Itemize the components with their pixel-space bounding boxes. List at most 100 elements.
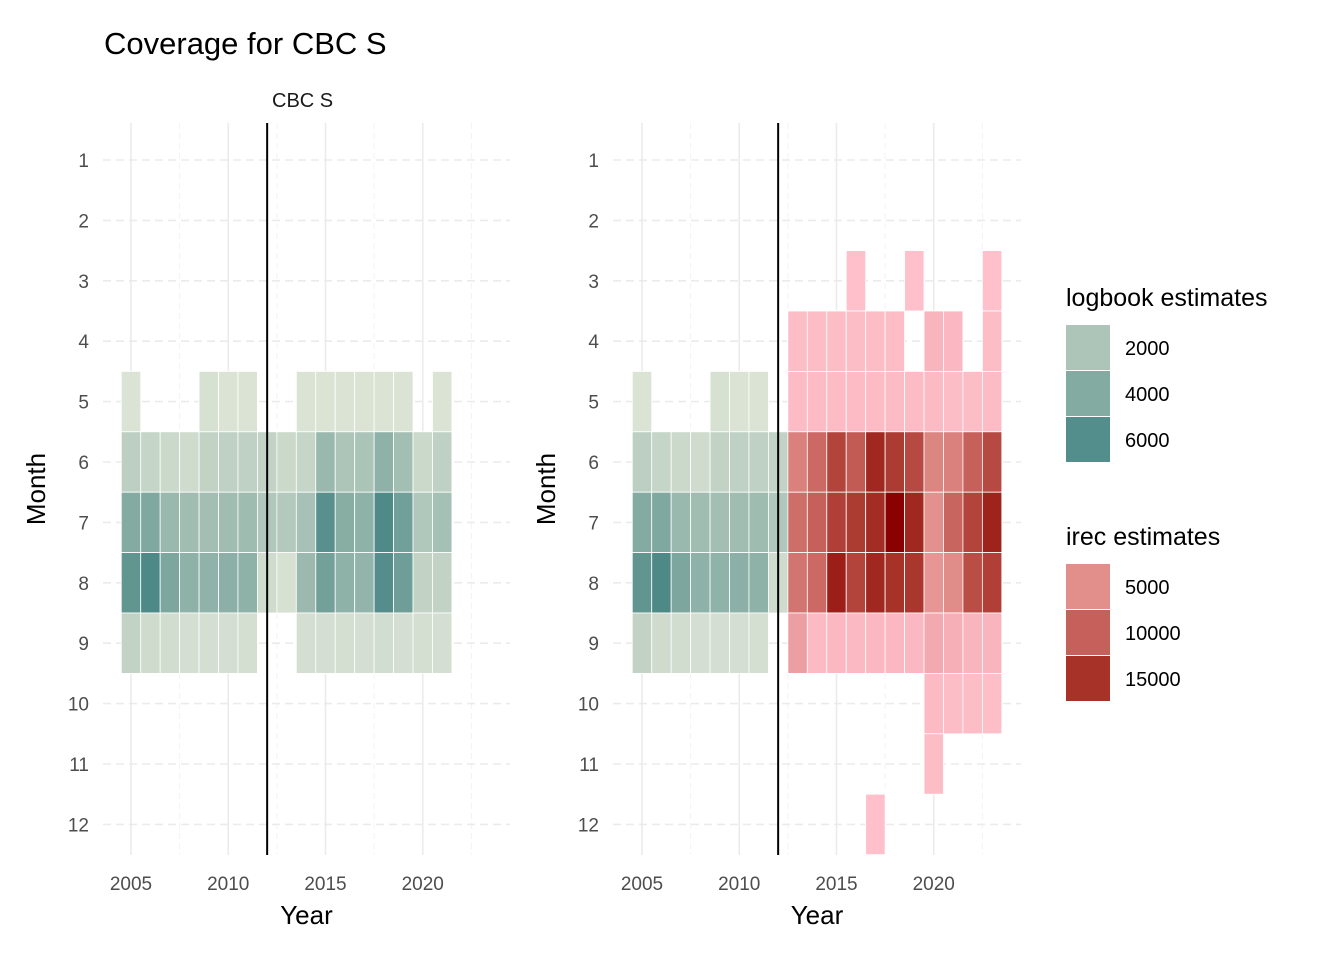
logbook-tile	[295, 612, 317, 674]
y-tick-label: 2	[78, 211, 89, 232]
irec-tile	[981, 491, 1003, 554]
irec-tile	[981, 431, 1003, 493]
logbook-tile	[631, 552, 653, 614]
irec-tile	[845, 552, 867, 614]
logbook-tile	[748, 552, 769, 614]
irec-tile	[981, 673, 1003, 735]
logbook-tile	[334, 612, 356, 674]
irec-tile	[981, 612, 1003, 674]
logbook-tile	[120, 491, 142, 554]
y-tick-label: 11	[69, 755, 89, 776]
logbook-tile	[670, 552, 692, 614]
y-tick-label: 2	[588, 211, 599, 232]
logbook-tile	[412, 552, 433, 614]
irec-tile	[923, 491, 944, 554]
irec-tile	[923, 370, 944, 433]
irec-tile	[943, 431, 964, 493]
irec-tile	[845, 370, 867, 433]
logbook-tile	[315, 370, 336, 433]
logbook-tile	[651, 612, 672, 674]
logbook-tile	[295, 370, 317, 433]
irec-tile	[904, 552, 925, 614]
irec-tile	[845, 612, 867, 674]
logbook-tile	[276, 431, 297, 493]
irec-tile	[962, 552, 983, 614]
x-tick-label: 2020	[913, 874, 955, 895]
irec-tile	[923, 431, 944, 493]
irec-tile	[826, 310, 847, 372]
y-tick-label: 10	[68, 695, 89, 716]
irec-tile	[904, 250, 925, 312]
irec-tile	[826, 491, 847, 554]
logbook-tile	[218, 431, 239, 493]
irec-legend-label: 5000	[1125, 577, 1170, 599]
y-tick-label: 1	[78, 151, 89, 172]
logbook-tile	[354, 370, 375, 433]
logbook-tile	[315, 431, 336, 493]
irec-tile	[884, 431, 905, 493]
logbook-tile	[276, 491, 297, 554]
irec-tile	[865, 793, 886, 856]
irec-tile	[845, 310, 867, 372]
irec-tile	[865, 552, 886, 614]
logbook-tile	[729, 431, 750, 493]
y-tick-label: 6	[588, 453, 599, 474]
logbook-tile	[334, 370, 356, 433]
y-tick-label: 4	[588, 332, 599, 353]
y-tick-label: 3	[588, 272, 599, 293]
irec-tile	[806, 370, 828, 433]
x-tick-label: 2005	[621, 874, 663, 895]
logbook-tile	[315, 491, 336, 554]
logbook-tile	[159, 612, 181, 674]
logbook-tile	[315, 552, 336, 614]
facet-strip-label: CBC S	[272, 90, 334, 112]
logbook-tile	[334, 431, 356, 493]
irec-tile	[865, 431, 886, 493]
logbook-tile	[237, 612, 258, 674]
logbook-tile	[159, 431, 181, 493]
logbook-legend-label: 6000	[1125, 430, 1170, 452]
logbook-tile	[432, 491, 453, 554]
logbook-tile	[237, 552, 258, 614]
logbook-tile	[631, 370, 653, 433]
logbook-tile	[218, 612, 239, 674]
irec-tile	[865, 310, 886, 372]
x-tick-label: 2005	[110, 874, 152, 895]
irec-tile	[806, 431, 828, 493]
irec-tile	[923, 612, 944, 674]
irec-tile	[826, 431, 847, 493]
irec-legend-title: irec estimates	[1066, 523, 1220, 551]
logbook-tile	[729, 370, 750, 433]
logbook-tile	[709, 552, 730, 614]
logbook-tile	[373, 552, 394, 614]
irec-tile	[787, 370, 808, 433]
logbook-tile	[120, 431, 142, 493]
logbook-tile	[198, 552, 219, 614]
logbook-legend-title: logbook estimates	[1066, 284, 1268, 312]
irec-tile	[806, 491, 828, 554]
irec-tile	[962, 612, 983, 674]
logbook-tile	[120, 552, 142, 614]
irec-tile	[981, 250, 1003, 312]
irec-tile	[943, 310, 964, 372]
logbook-tile	[354, 491, 375, 554]
y-tick-label: 11	[579, 755, 599, 776]
legend-group: logbook estimates 2000 4000 6000 irec estima…	[1066, 284, 1268, 701]
y-tick-label: 7	[78, 513, 89, 534]
irec-tile	[806, 552, 828, 614]
y-tick-label: 1	[588, 151, 599, 172]
logbook-tile	[670, 491, 692, 554]
y-axis-title: Month	[531, 453, 561, 525]
irec-tile	[845, 250, 867, 312]
logbook-tile	[412, 612, 433, 674]
y-tick-label: 6	[78, 453, 89, 474]
logbook-tile	[690, 431, 711, 493]
x-tick-label: 2020	[402, 874, 444, 895]
logbook-tile	[198, 370, 219, 433]
irec-legend-label: 10000	[1125, 623, 1181, 645]
logbook-tile	[120, 612, 142, 674]
logbook-legend-label: 4000	[1125, 384, 1170, 406]
logbook-legend-label: 2000	[1125, 338, 1170, 360]
irec-legend-label: 15000	[1125, 669, 1181, 691]
